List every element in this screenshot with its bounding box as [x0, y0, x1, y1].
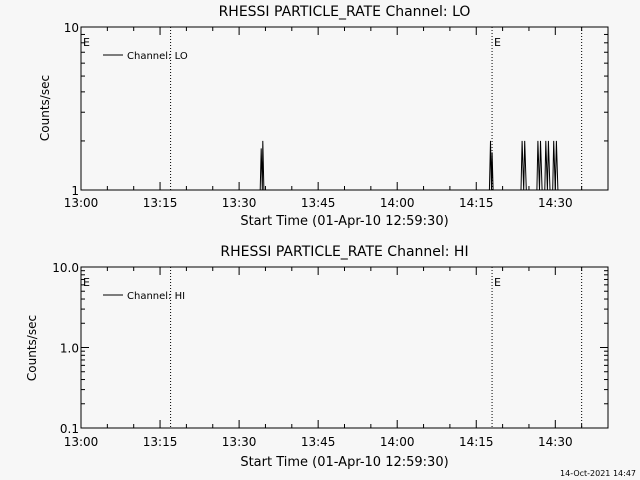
y-tick-label: 1 [71, 184, 79, 198]
x-axis-label: Start Time (01-Apr-10 12:59:30) [240, 214, 448, 229]
x-tick-label: 13:30 [222, 196, 257, 210]
generation-timestamp: 14-Oct-2021 14:47 [560, 469, 636, 478]
y-tick-label: 1.0 [60, 342, 79, 356]
legend-entry: Channel: HI [127, 291, 185, 302]
x-tick-label: 14:15 [459, 196, 494, 210]
legend-entry: Channel: LO [127, 51, 188, 62]
x-tick-label: 13:30 [222, 435, 257, 449]
y-tick-label: 0.1 [60, 422, 79, 436]
chart-title: RHESSI PARTICLE_RATE Channel: LO [219, 4, 471, 20]
x-tick-label: 13:15 [143, 196, 178, 210]
x-tick-label: 13:45 [301, 435, 336, 449]
x-tick-label: 14:30 [538, 196, 573, 210]
x-axis-label: Start Time (01-Apr-10 12:59:30) [240, 455, 448, 470]
y-axis-label: Counts/sec [38, 75, 52, 141]
x-tick-label: 14:00 [380, 196, 415, 210]
event-marker-label: E [494, 36, 501, 49]
event-marker-label: E [83, 276, 90, 289]
event-marker-label: E [83, 36, 90, 49]
y-axis-label: Counts/sec [25, 315, 39, 381]
y-tick-label: 10 [64, 21, 79, 35]
x-tick-label: 14:00 [380, 435, 415, 449]
x-tick-label: 13:00 [64, 435, 99, 449]
x-tick-label: 14:30 [538, 435, 573, 449]
x-tick-label: 13:00 [64, 196, 99, 210]
y-tick-label: 10.0 [52, 261, 79, 275]
lo-channel-plot: RHESSI PARTICLE_RATE Channel: LO 13:00 13:… [38, 4, 609, 229]
x-tick-label: 13:15 [143, 435, 178, 449]
x-tick-label: 14:15 [459, 435, 494, 449]
chart-title: RHESSI PARTICLE_RATE Channel: HI [220, 244, 468, 260]
series-line [259, 140, 559, 191]
event-marker-label: E [494, 276, 501, 289]
x-tick-label: 13:45 [301, 196, 336, 210]
hi-channel-plot: RHESSI PARTICLE_RATE Channel: HI 13:00 13:… [25, 244, 609, 470]
